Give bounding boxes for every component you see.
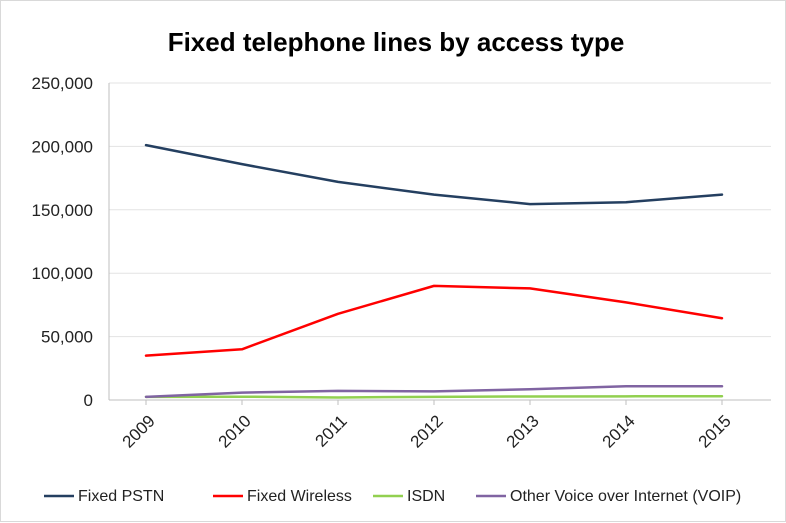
legend-item: Fixed PSTN: [44, 488, 164, 505]
x-tick-label: 2014: [599, 411, 639, 451]
y-tick-label: 200,000: [32, 137, 93, 156]
x-tick-label: 2010: [215, 411, 255, 451]
y-tick-label: 0: [84, 391, 93, 410]
legend: Fixed PSTN Fixed Wireless ISDN Other Voice …: [44, 488, 741, 505]
y-tick-label: 50,000: [41, 328, 93, 347]
legend-label: Fixed PSTN: [78, 488, 164, 505]
gridlines: [109, 82, 771, 338]
series-line-3: [144, 394, 724, 399]
legend-label: Other Voice over Internet (VOIP): [510, 488, 741, 505]
x-tick-label: 2015: [695, 411, 735, 451]
axes: 0 50,000 100,000 150,000 200,000 250,000 2009 2…: [32, 74, 771, 452]
legend-item: Fixed Wireless: [213, 488, 352, 505]
x-tick-label: 2009: [119, 411, 159, 451]
y-tick-label: 150,000: [32, 201, 93, 220]
series-line-1: [144, 143, 724, 206]
y-tick-label: 250,000: [32, 74, 93, 93]
chart-title: Fixed telephone lines by access type: [168, 27, 625, 57]
series-lines: [144, 143, 724, 399]
legend-label: Fixed Wireless: [247, 488, 352, 505]
x-tick-label: 2013: [503, 411, 543, 451]
legend-item: ISDN: [373, 488, 445, 505]
y-tick-label: 100,000: [32, 264, 93, 283]
x-tick-label: 2011: [312, 411, 351, 450]
x-tick-label: 2012: [407, 411, 447, 451]
legend-item: Other Voice over Internet (VOIP): [476, 488, 741, 505]
series-line-2: [144, 284, 724, 357]
series-line-4: [144, 385, 724, 399]
legend-label: ISDN: [407, 488, 445, 505]
